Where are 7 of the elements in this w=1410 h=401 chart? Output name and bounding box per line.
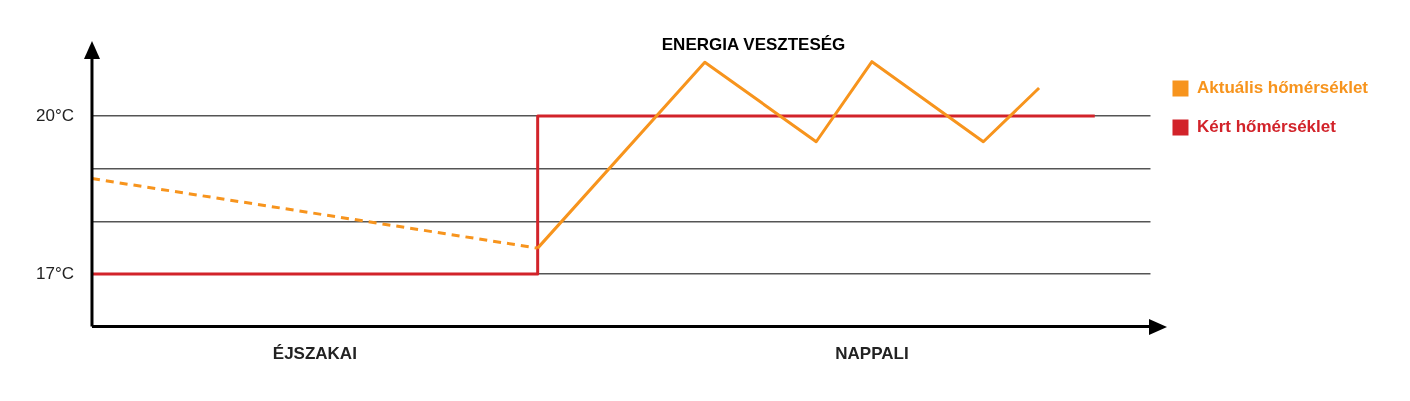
y-tick-label: 17°C [36, 263, 74, 283]
legend-label: Kért hőmérséklet [1196, 117, 1337, 137]
legend-label: Aktuális hőmérséklet [1196, 78, 1369, 98]
x-tick-label: ÉJSZAKAI [272, 344, 357, 364]
text: ENERGIA VESZTESÉG [661, 35, 846, 55]
x-tick-label: NAPPALI [835, 344, 909, 364]
y-tick-label: 20°C [36, 105, 74, 125]
